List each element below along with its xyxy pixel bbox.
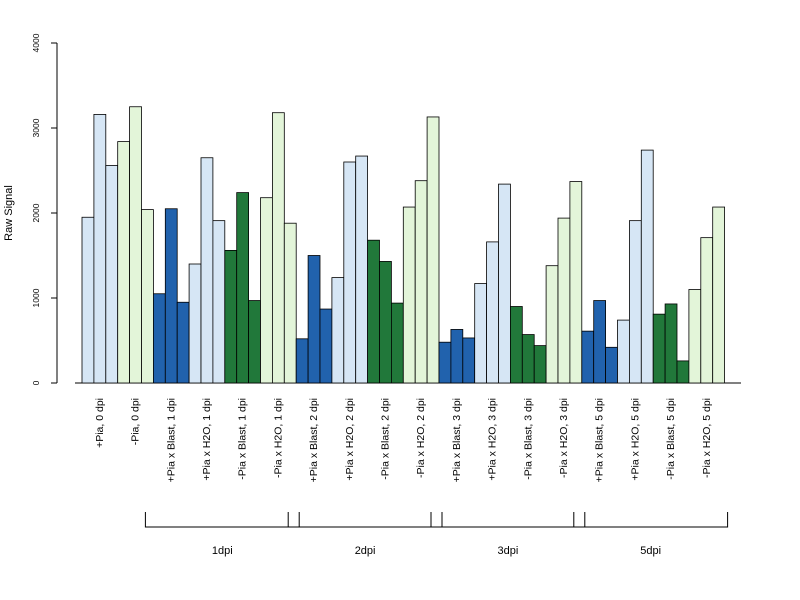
bar <box>593 300 607 384</box>
x-tick-label: +Pia x Blast, 2 dpi <box>308 398 320 482</box>
bar <box>533 345 547 384</box>
bar <box>81 216 95 384</box>
bar <box>212 220 226 384</box>
x-tick-label: +Pia x H2O, 2 dpi <box>344 398 356 481</box>
group-brackets: 1dpi 2dpi 3dpi 5dpi <box>144 512 729 557</box>
bar <box>486 241 499 384</box>
bar <box>236 192 249 384</box>
x-tick-label: -Pia x H2O, 1 dpi <box>272 398 284 478</box>
bar <box>307 255 321 384</box>
bar <box>93 114 107 384</box>
bar <box>438 341 452 384</box>
bar <box>664 303 678 384</box>
bar <box>367 239 380 384</box>
group-label: 2dpi <box>355 545 376 557</box>
y-tick-label: 4000 <box>31 33 41 52</box>
bars <box>81 106 726 384</box>
bar <box>629 220 642 384</box>
x-tick-label: -Pia x Blast, 1 dpi <box>237 398 249 480</box>
bar <box>521 334 535 384</box>
x-tick-label: -Pia x Blast, 2 dpi <box>379 398 391 480</box>
bar <box>224 249 238 384</box>
x-tick-label: -Pia, 0 dpi <box>130 398 142 445</box>
x-tick-label: +Pia, 0 dpi <box>94 398 106 448</box>
group-bracket <box>430 512 586 528</box>
bar <box>617 319 630 384</box>
bar <box>379 261 392 384</box>
bar <box>688 289 702 384</box>
x-tick-label: -Pia x Blast, 3 dpi <box>522 398 534 480</box>
bar <box>117 141 130 384</box>
bar <box>605 346 618 384</box>
x-tick-label: +Pia x H2O, 5 dpi <box>629 398 641 481</box>
bar <box>462 337 476 384</box>
x-tick-label: -Pia x H2O, 2 dpi <box>415 398 427 478</box>
bar <box>426 116 440 384</box>
x-tick-label: +Pia x Blast, 5 dpi <box>594 398 606 482</box>
bar <box>700 237 714 384</box>
bar <box>152 293 166 384</box>
y-tick-label: 2000 <box>31 203 41 222</box>
y-tick-label: 0 <box>31 380 41 385</box>
x-tick-label: +Pia x Blast, 3 dpi <box>451 398 463 482</box>
bar <box>176 301 190 384</box>
bar <box>557 217 571 384</box>
x-tick-label: +Pia x H2O, 1 dpi <box>201 398 213 481</box>
x-tick-labels: +Pia, 0 dpi -Pia, 0 dpi +Pia x Blast, 1 dp… <box>94 398 713 482</box>
x-tick-label: +Pia x H2O, 3 dpi <box>487 398 499 481</box>
bar <box>402 206 416 384</box>
group-bracket <box>287 512 443 528</box>
x-tick-label: +Pia x Blast, 1 dpi <box>165 398 177 482</box>
x-tick-label: -Pia x H2O, 3 dpi <box>558 398 570 478</box>
bar <box>712 206 726 384</box>
bar <box>545 265 559 384</box>
bar <box>450 329 464 384</box>
bar <box>141 209 154 384</box>
bar <box>129 106 142 384</box>
bar <box>248 300 261 384</box>
bar <box>569 181 583 384</box>
group-bracket <box>144 512 300 528</box>
bar <box>188 263 202 384</box>
bar <box>271 112 285 384</box>
y-tick-label: 1000 <box>31 288 41 307</box>
bar <box>498 183 511 384</box>
bar <box>652 313 666 384</box>
bar <box>164 208 178 384</box>
bar <box>260 197 273 384</box>
bar <box>414 180 428 384</box>
group-label: 5dpi <box>640 545 661 557</box>
x-tick-label: -Pia x H2O, 5 dpi <box>701 398 713 478</box>
bar <box>355 155 369 384</box>
bar <box>390 302 404 384</box>
y-axis: 0 1000 2000 3000 4000 <box>31 33 58 385</box>
group-label: 1dpi <box>212 545 233 557</box>
y-tick-label: 3000 <box>31 118 41 137</box>
bar <box>676 360 690 384</box>
bar <box>200 157 214 384</box>
bar <box>581 330 595 384</box>
bar <box>640 149 654 384</box>
group-label: 3dpi <box>498 545 519 557</box>
y-axis-label: Raw Signal <box>3 185 15 241</box>
bar <box>105 164 119 384</box>
bar <box>509 306 523 384</box>
bar <box>331 277 345 384</box>
bar <box>474 283 488 384</box>
bar <box>295 338 309 384</box>
x-tick-label: -Pia x Blast, 5 dpi <box>665 398 677 480</box>
group-bracket <box>573 512 729 528</box>
bar <box>283 222 297 384</box>
bar <box>343 161 357 384</box>
bar <box>319 308 333 384</box>
